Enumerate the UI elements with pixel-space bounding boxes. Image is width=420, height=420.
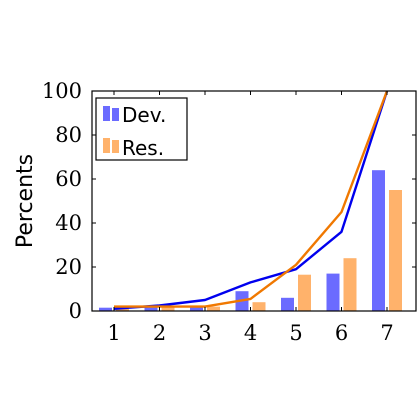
bar-dev-6 [326,273,340,311]
y-tick-label-0: 0 [69,299,82,323]
x-tick-label-6: 6 [335,321,348,345]
line-series-2 [114,90,389,308]
x-tick-label-3: 3 [198,321,211,345]
legend-label-dev: Dev. [122,103,166,127]
bar-dev-7 [372,170,385,311]
y-tick-label-80: 80 [55,123,82,147]
plot-frame [91,90,417,312]
x-tick-label-5: 5 [289,321,302,345]
bar-res-6 [343,258,357,311]
bar-res-3 [207,306,220,311]
y-tick-label-60: 60 [55,167,82,191]
y-axis-title: Percents [13,154,38,248]
x-tick-label-7: 7 [380,321,393,345]
bar-dev-5 [281,297,294,311]
legend-swatch-dev-a [103,106,110,121]
bar-dev-3 [190,306,203,311]
legend-swatch-res-b [112,140,119,153]
axis-ticks: 1 2 3 4 5 6 7 0 20 40 60 80 100 [42,79,416,345]
bar-res-4 [252,302,266,311]
legend-swatch-res-a [103,138,110,153]
legend: Dev. Res. [95,97,188,161]
legend-box [95,97,188,161]
x-tick-label-2: 2 [153,321,166,345]
legend-label-res: Res. [122,136,164,160]
y-tick-label-40: 40 [55,211,82,235]
bars-layer [99,170,402,311]
bar-res-5 [298,274,311,311]
bar-res-7 [389,190,402,311]
bar-dev-2 [144,306,158,311]
bar-dev-1 [99,307,112,311]
legend-swatch-dev-b [112,108,119,121]
y-tick-label-20: 20 [55,255,82,279]
y-tick-label-100: 100 [42,79,82,103]
lines-layer [113,90,389,310]
x-tick-label-4: 4 [244,321,257,345]
x-tick-label-1: 1 [107,321,120,345]
bar-res-2 [161,306,175,311]
